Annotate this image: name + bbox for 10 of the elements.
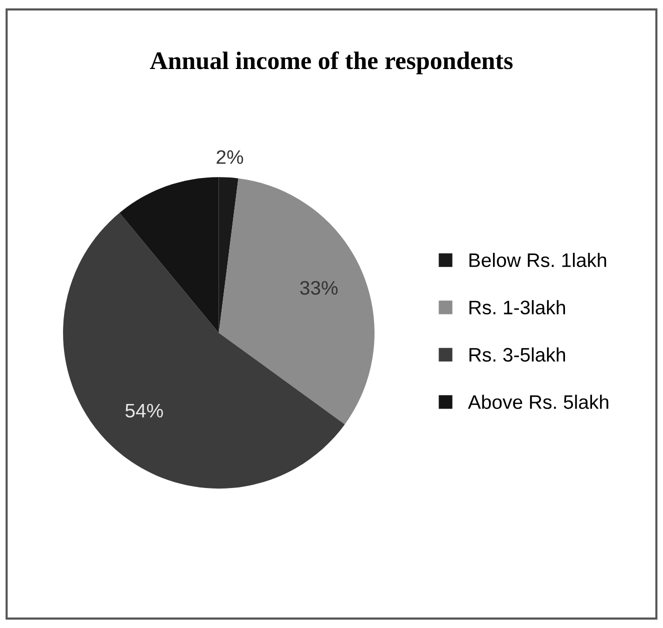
legend-label: Below Rs. 1lakh [470, 252, 606, 268]
pie-slice [63, 212, 345, 489]
pie-slice [218, 178, 375, 424]
data-label: 33% [300, 280, 338, 295]
legend-label: Above Rs. 5lakh [468, 394, 608, 409]
data-label: 54% [125, 404, 163, 418]
legend-label: Rs. 1-3lakh [470, 300, 566, 314]
legend-label: Rs. 3-5lakh [470, 347, 566, 362]
chart-title: Annual income of the respondents [150, 51, 513, 74]
data-label: 2% [216, 150, 244, 164]
